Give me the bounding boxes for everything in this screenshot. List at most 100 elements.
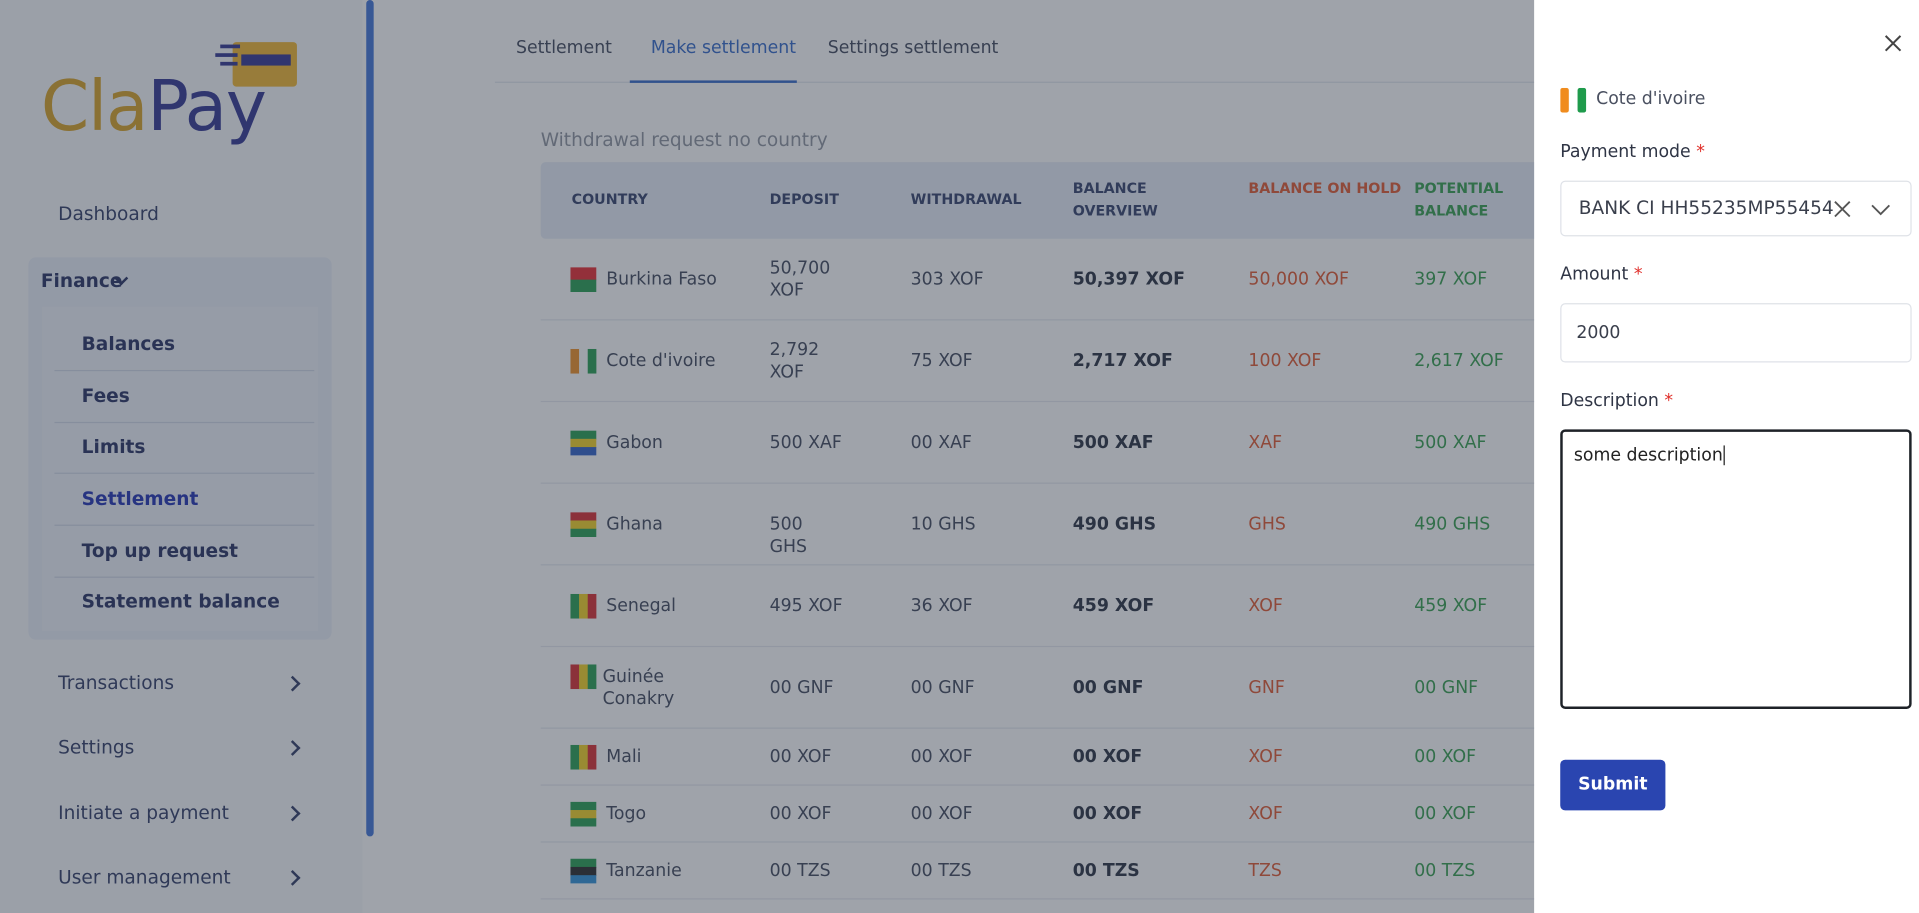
nav-item[interactable]: Dashboard bbox=[58, 202, 159, 226]
table-cell: 00 GNF bbox=[910, 678, 975, 698]
table-header-cell: COUNTRY bbox=[571, 190, 648, 208]
required-mark: * bbox=[1633, 264, 1643, 285]
table-cell: 00 TZS bbox=[1072, 861, 1140, 881]
table-cell: 2,617 XOF bbox=[1414, 351, 1504, 372]
table-cell: 50,700 XOF bbox=[769, 258, 831, 301]
row-border bbox=[540, 564, 1543, 566]
flag bbox=[570, 593, 597, 619]
nav-item[interactable]: Transactions bbox=[58, 671, 175, 695]
table-cell: Burkina Faso bbox=[606, 269, 717, 290]
flag bbox=[570, 512, 597, 537]
row-border bbox=[540, 319, 1543, 321]
submit-button[interactable]: Submit bbox=[1560, 759, 1666, 811]
table-cell: 00 GNF bbox=[1072, 678, 1144, 698]
table-cell: Mali bbox=[606, 747, 642, 768]
table-cell: 2,717 XOF bbox=[1072, 351, 1173, 372]
table-header-cell: POTENTIAL BALANCE bbox=[1414, 179, 1504, 220]
overlay[interactable] bbox=[0, 0, 1535, 913]
field-label: Amount * bbox=[1560, 265, 1642, 285]
row-border bbox=[540, 784, 1543, 786]
table-cell: 500 XAF bbox=[769, 433, 842, 453]
select-icons[interactable] bbox=[1832, 199, 1894, 219]
nav-sub-item[interactable]: Top up request bbox=[81, 539, 239, 562]
logo: ClaPay bbox=[41, 64, 267, 151]
table-header-cell: DEPOSIT bbox=[769, 190, 839, 208]
table-cell: 303 XOF bbox=[910, 269, 984, 290]
table-cell: Senegal bbox=[606, 596, 676, 617]
table-cell: 00 XOF bbox=[1072, 804, 1143, 825]
table-cell: 75 XOF bbox=[910, 351, 973, 372]
table-cell: 00 XOF bbox=[910, 747, 973, 768]
field-label: Description * bbox=[1560, 391, 1673, 411]
table-cell: Togo bbox=[606, 804, 647, 825]
table-cell: 10 GHS bbox=[910, 514, 976, 535]
table-cell: GHS bbox=[1248, 514, 1286, 535]
tab[interactable]: Settlement bbox=[515, 38, 612, 59]
table-cell: 00 XOF bbox=[1072, 747, 1143, 768]
table-cell: 00 XAF bbox=[910, 433, 972, 453]
row-border bbox=[540, 482, 1543, 484]
nav-item[interactable]: User management bbox=[58, 866, 231, 889]
nav-sub-item[interactable]: Limits bbox=[81, 435, 146, 458]
flag bbox=[570, 801, 597, 827]
table-cell: Tanzanie bbox=[606, 861, 682, 881]
nav-group-label[interactable]: Finance bbox=[40, 269, 123, 293]
row-border bbox=[540, 898, 1543, 900]
table-cell: TZS bbox=[1248, 861, 1282, 881]
table-cell: 397 XOF bbox=[1414, 269, 1488, 290]
table-cell: GNF bbox=[1248, 678, 1285, 698]
close-button[interactable] bbox=[1883, 33, 1903, 53]
panel-country: Cote d'ivoire bbox=[1596, 89, 1706, 109]
table-cell: Cote d'ivoire bbox=[606, 351, 716, 372]
table-cell: 495 XOF bbox=[769, 596, 843, 617]
table-cell: XOF bbox=[1248, 596, 1283, 617]
table-cell: XAF bbox=[1248, 433, 1283, 453]
nav-sub-item[interactable]: Balances bbox=[81, 332, 176, 356]
table-cell: 500 GHS bbox=[769, 514, 808, 557]
table-cell: 00 XOF bbox=[1414, 804, 1477, 825]
amount-input[interactable] bbox=[1560, 303, 1912, 363]
row-border bbox=[540, 841, 1543, 843]
separator bbox=[54, 369, 315, 372]
label-text: Payment mode bbox=[1560, 142, 1691, 163]
label-text: Amount bbox=[1560, 264, 1629, 285]
scrollbar bbox=[366, 0, 374, 837]
table-cell: 500 XAF bbox=[1414, 433, 1487, 453]
section-title: Withdrawal request no country bbox=[540, 128, 828, 151]
separator bbox=[54, 524, 315, 526]
nav-item[interactable]: Settings bbox=[58, 736, 135, 759]
table-cell: 490 GHS bbox=[1072, 514, 1157, 535]
nav-sub-item[interactable]: Fees bbox=[81, 384, 130, 408]
table-cell: 36 XOF bbox=[910, 596, 973, 617]
select[interactable] bbox=[1560, 180, 1912, 237]
table-cell: 459 XOF bbox=[1414, 596, 1488, 617]
table-cell: 50,000 XOF bbox=[1248, 269, 1349, 290]
table-cell: 100 XOF bbox=[1248, 351, 1322, 372]
table-cell: 00 GNF bbox=[1414, 678, 1479, 698]
separator bbox=[54, 472, 315, 474]
table-cell: 2,792 XOF bbox=[769, 340, 820, 383]
tab[interactable]: Make settlement bbox=[650, 38, 797, 59]
table-header-cell: BALANCE ON HOLD bbox=[1248, 179, 1402, 197]
separator bbox=[54, 421, 315, 424]
table-cell: 490 GHS bbox=[1414, 514, 1491, 535]
description-input[interactable] bbox=[1560, 429, 1912, 709]
nav-sub-item[interactable]: Statement balance bbox=[81, 590, 280, 613]
nav-item[interactable]: Initiate a payment bbox=[58, 801, 229, 825]
row-border bbox=[540, 645, 1543, 648]
table-cell: 00 TZS bbox=[1414, 861, 1476, 881]
required-mark: * bbox=[1664, 390, 1674, 411]
table-cell: 459 XOF bbox=[1072, 596, 1155, 617]
flag bbox=[1560, 87, 1587, 113]
table-cell: Gabon bbox=[606, 433, 663, 453]
table-header-cell: WITHDRAWAL bbox=[910, 190, 1022, 208]
row-border bbox=[540, 727, 1543, 729]
logo-icon bbox=[215, 42, 297, 87]
separator bbox=[54, 576, 315, 578]
field-label: Payment mode * bbox=[1560, 142, 1705, 162]
tab[interactable]: Settings settlement bbox=[827, 38, 999, 59]
table-header-cell: BALANCE OVERVIEW bbox=[1072, 179, 1158, 220]
nav-sub-item[interactable]: Settlement bbox=[81, 487, 199, 510]
table-cell: Guinée Conakry bbox=[602, 666, 675, 709]
